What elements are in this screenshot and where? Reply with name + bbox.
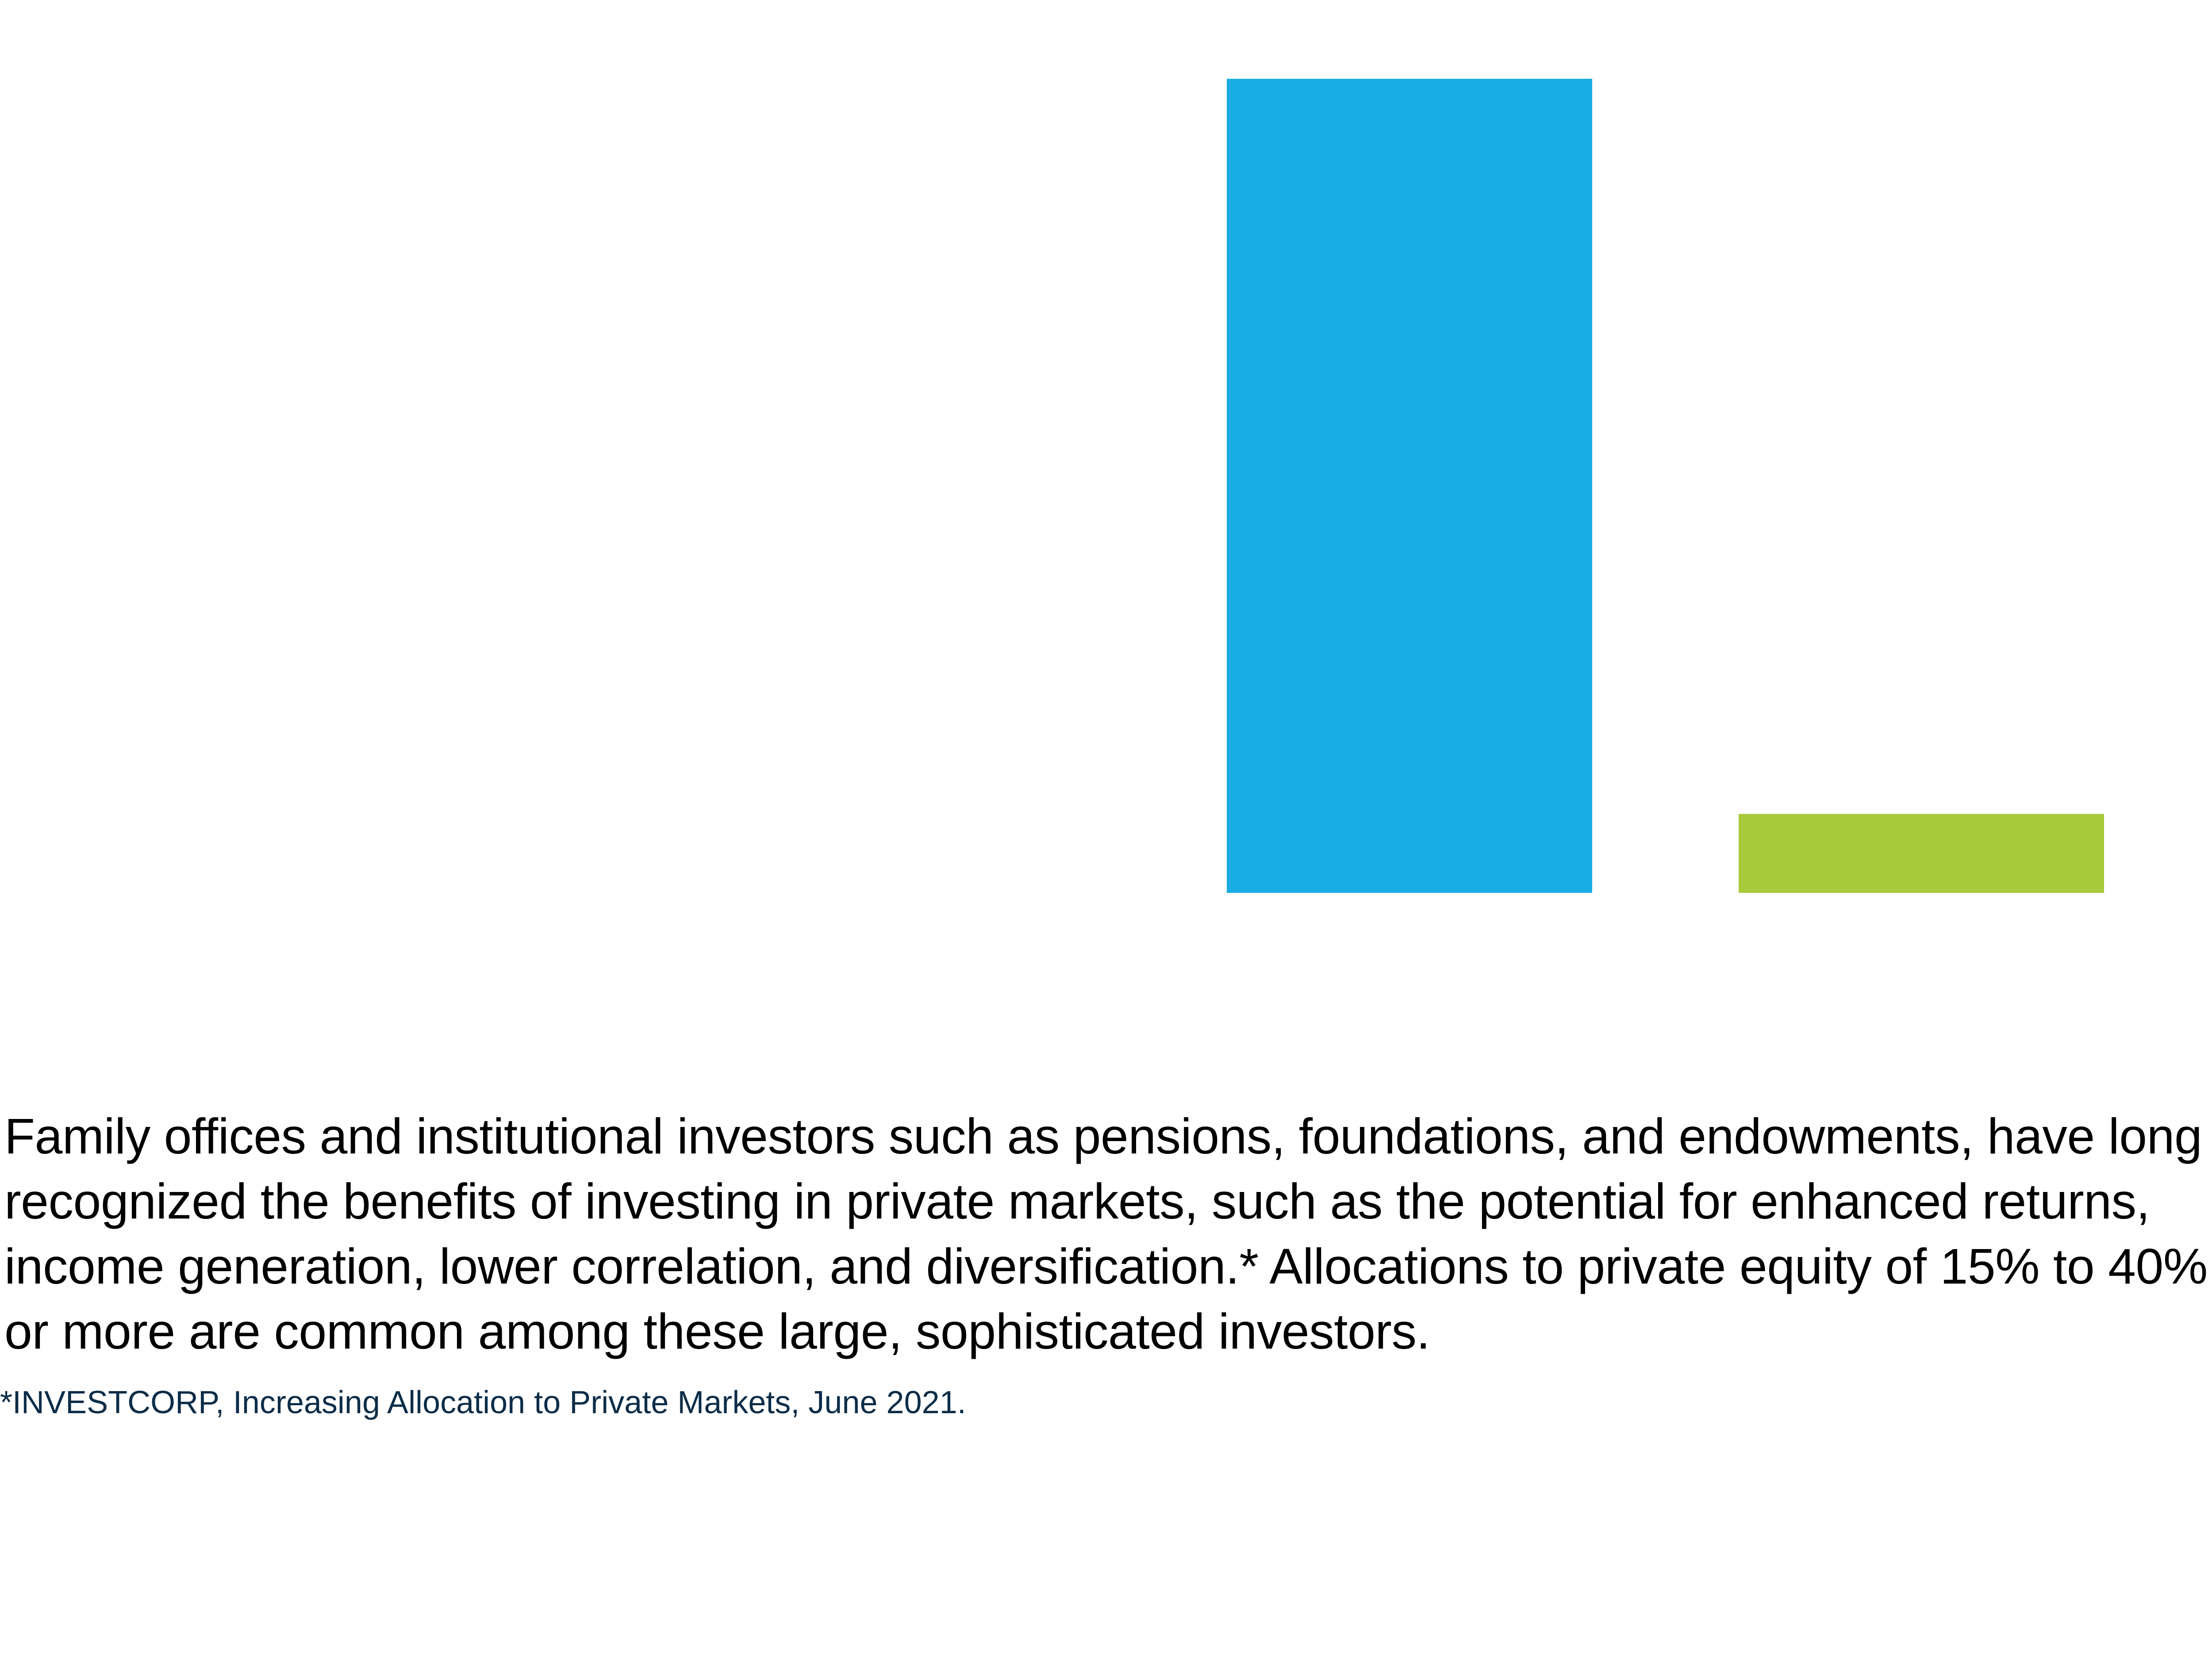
- bar-2: [1739, 814, 2104, 893]
- body-paragraph: Family offices and institutional investo…: [4, 1108, 2208, 1359]
- bar-1: [1227, 79, 1592, 893]
- footnote: *INVESTCORP, Increasing Allocation to Pr…: [0, 1385, 966, 1420]
- bar-chart: [1227, 79, 2104, 893]
